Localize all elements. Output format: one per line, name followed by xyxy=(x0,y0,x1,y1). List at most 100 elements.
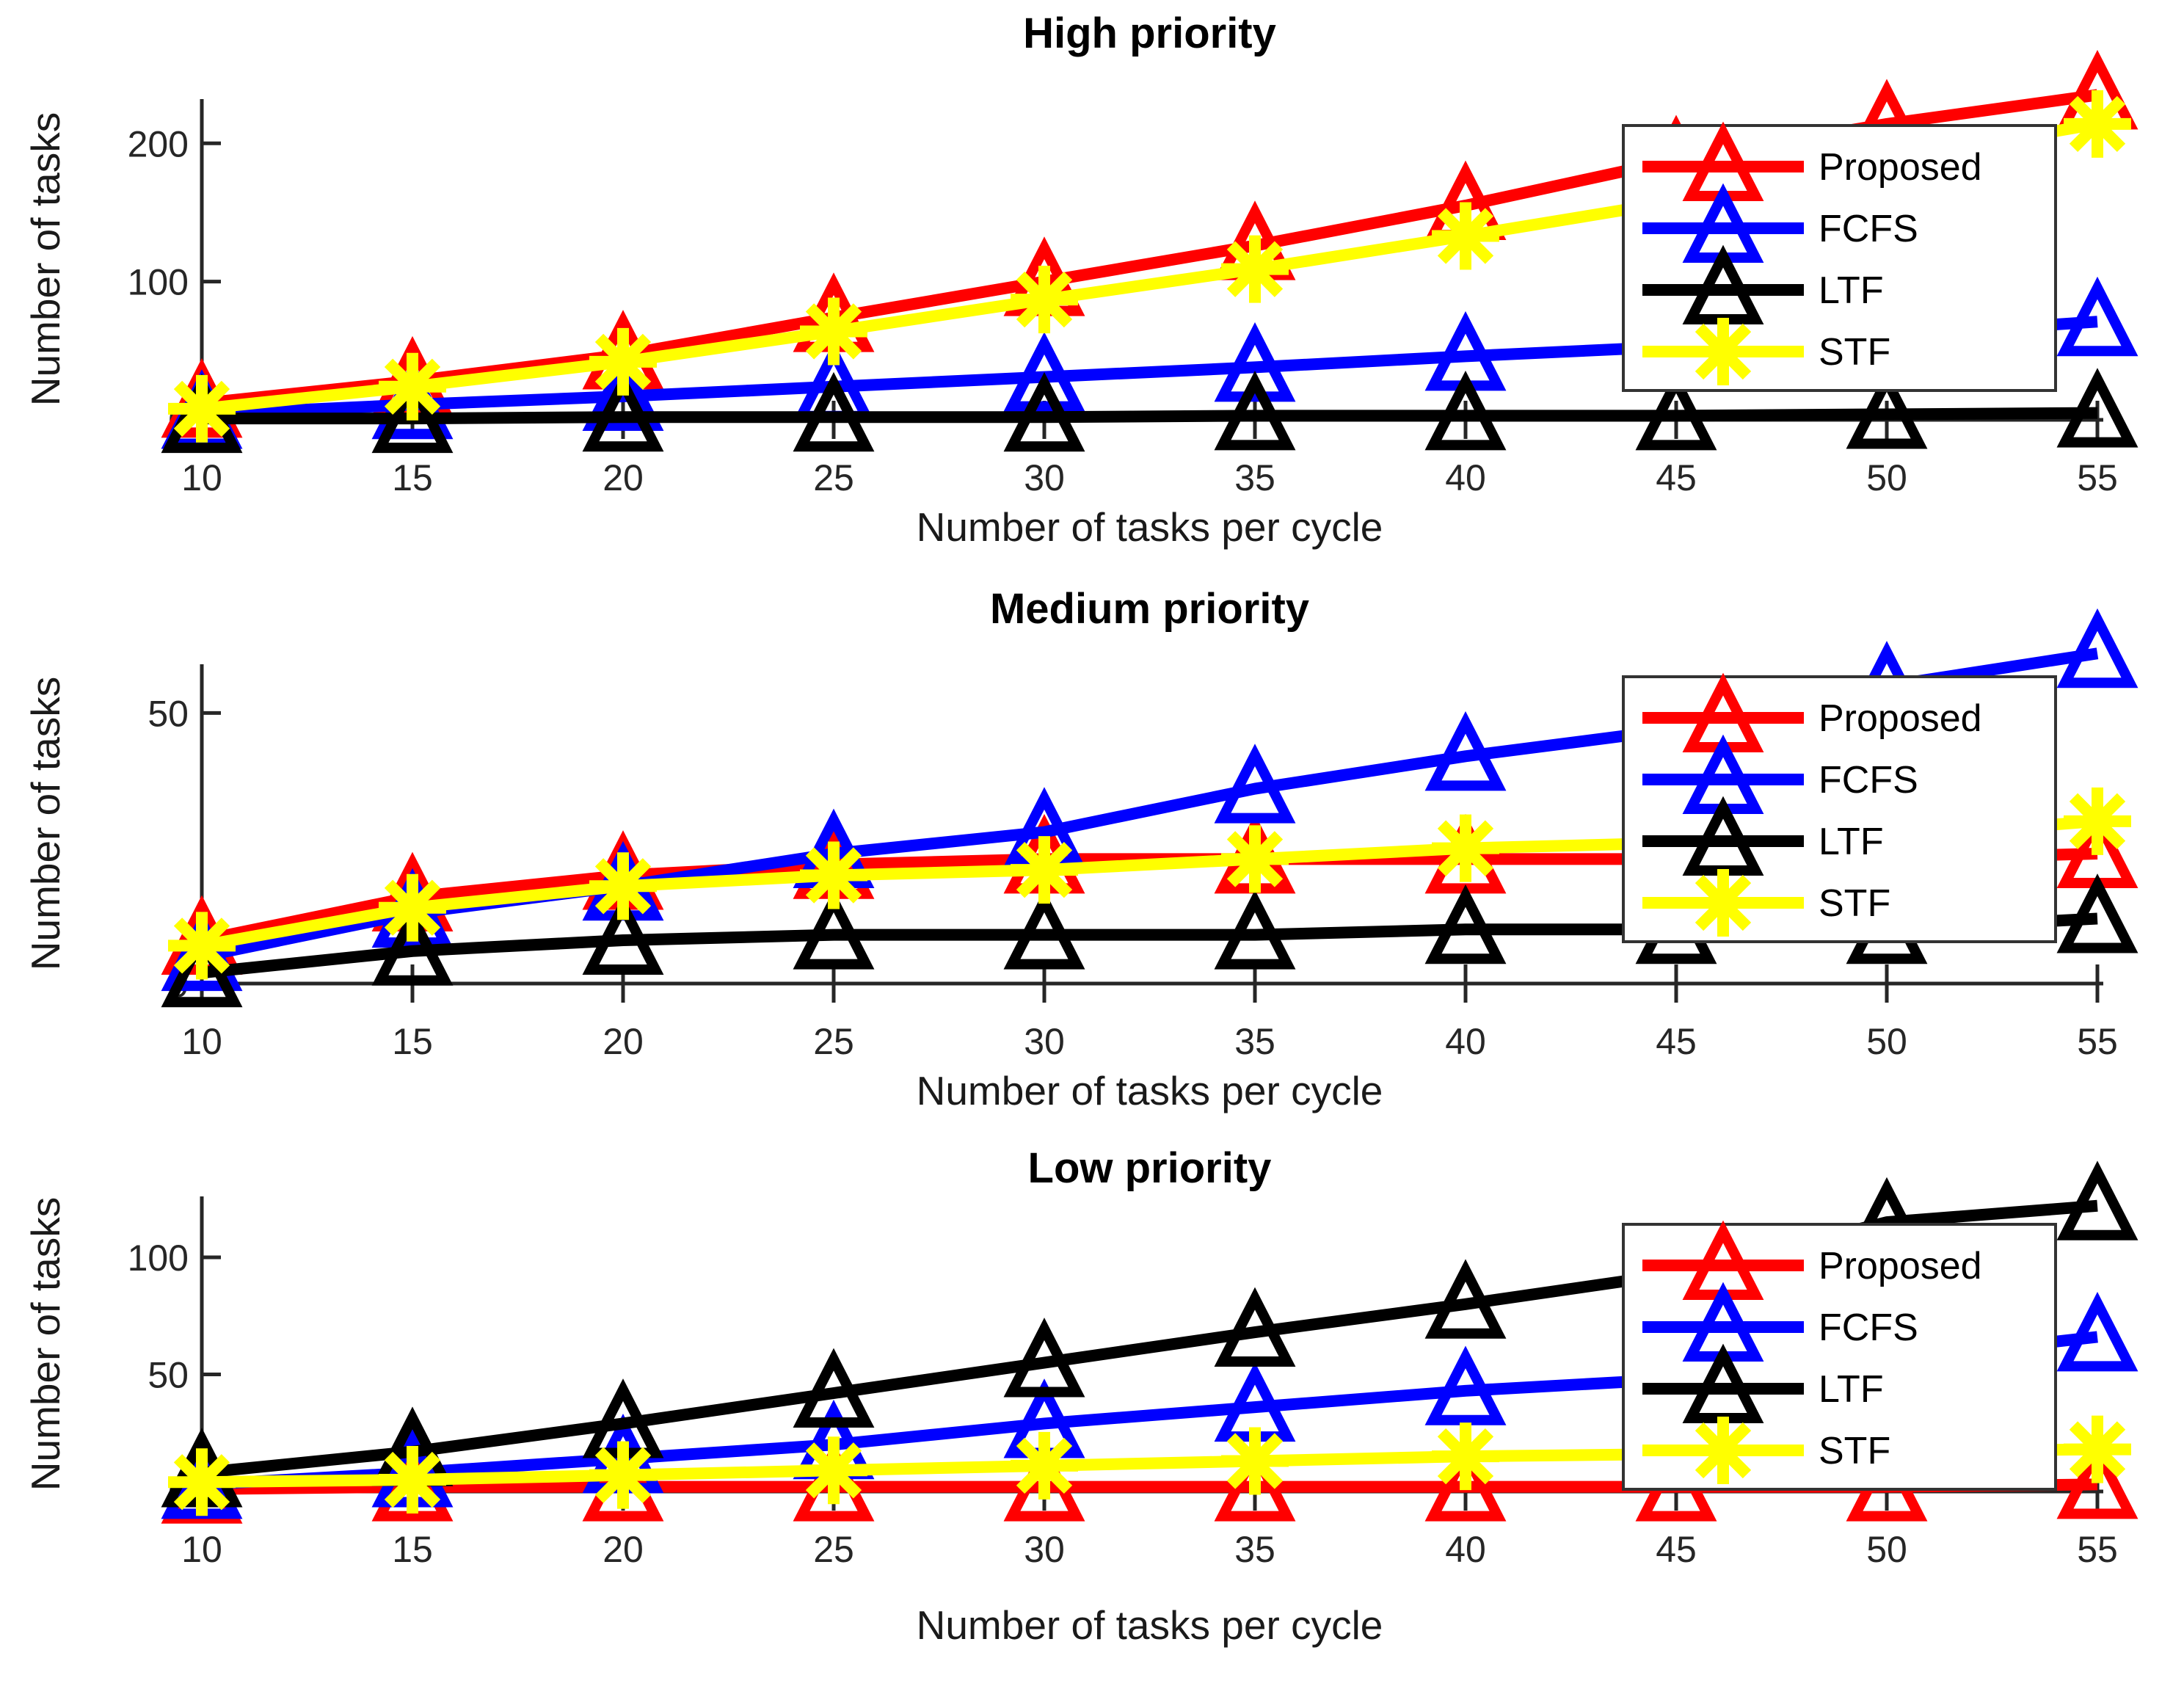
asterisk-marker-icon xyxy=(800,297,867,366)
triangle-up-marker-icon xyxy=(793,371,875,452)
asterisk-marker-icon xyxy=(800,841,867,909)
legend-item-fcfs: FCFS xyxy=(1642,1282,1918,1362)
x-tick-label: 50 xyxy=(1866,1021,1907,1062)
legend: Proposed FCFS LTF STF xyxy=(1622,121,2057,392)
subplot-1-xlabel: Number of tasks per cycle xyxy=(916,504,1383,550)
y-tick-label: 50 xyxy=(148,1354,189,1395)
legend-label: FCFS xyxy=(1819,1307,1918,1349)
legend-item-stf: STF xyxy=(1642,318,1890,385)
x-tick-label: 35 xyxy=(1234,1529,1275,1570)
triangle-up-marker-icon xyxy=(371,906,454,986)
x-tick-label: 10 xyxy=(181,457,222,498)
asterisk-marker-icon xyxy=(1011,266,1078,334)
x-tick-label: 45 xyxy=(1656,1021,1697,1062)
triangle-up-marker-icon xyxy=(2056,276,2138,357)
triangle-up-marker-icon xyxy=(1424,884,1507,964)
series-line-ltf xyxy=(202,407,2098,425)
series-markers-ltf xyxy=(161,368,2138,454)
asterisk-marker-icon xyxy=(589,852,657,920)
legend-label: Proposed xyxy=(1819,1245,1982,1287)
triangle-up-marker-icon xyxy=(793,1348,875,1428)
legend-asterisk-marker-icon xyxy=(1689,1417,1757,1484)
x-tick-label: 15 xyxy=(392,457,433,498)
legend-label: LTF xyxy=(1819,1368,1884,1411)
x-tick-label: 15 xyxy=(392,1021,433,1062)
triangle-up-marker-icon xyxy=(2056,368,2138,448)
legend-label: STF xyxy=(1819,1430,1890,1472)
asterisk-marker-icon xyxy=(1432,202,1499,270)
triangle-up-marker-icon xyxy=(1003,332,1085,412)
x-tick-label: 30 xyxy=(1024,1529,1065,1570)
legend-asterisk-marker-icon xyxy=(1689,869,1757,937)
asterisk-marker-icon xyxy=(1221,235,1289,303)
triangle-up-marker-icon xyxy=(2056,608,2138,688)
legend-item-fcfs: FCFS xyxy=(1642,183,1918,263)
x-tick-label: 45 xyxy=(1656,1529,1697,1570)
legend: Proposed FCFS LTF STF xyxy=(1622,1220,2057,1491)
asterisk-marker-icon xyxy=(2064,90,2131,158)
asterisk-marker-icon xyxy=(589,1441,657,1509)
asterisk-marker-icon xyxy=(379,1446,446,1514)
asterisk-marker-icon xyxy=(2064,1415,2131,1483)
legend-item-proposed: Proposed xyxy=(1642,121,1982,201)
subplot-1-ylabel: Number of tasks xyxy=(23,112,68,407)
x-tick-label: 10 xyxy=(181,1021,222,1062)
triangle-up-marker-icon xyxy=(1214,1287,1296,1367)
x-tick-label: 30 xyxy=(1024,457,1065,498)
triangle-up-marker-icon xyxy=(371,373,454,454)
triangle-up-marker-icon xyxy=(1635,370,1717,451)
triangle-up-marker-icon xyxy=(1214,370,1296,451)
x-tick-label: 35 xyxy=(1234,457,1275,498)
triangle-up-marker-icon xyxy=(582,371,664,452)
legend-item-fcfs: FCFS xyxy=(1642,734,1918,814)
triangle-up-marker-icon xyxy=(582,895,664,975)
x-tick-label: 50 xyxy=(1866,1529,1907,1570)
subplot-3-xlabel: Number of tasks per cycle xyxy=(916,1602,1383,1648)
x-tick-label: 15 xyxy=(392,1529,433,1570)
x-tick-label: 35 xyxy=(1234,1021,1275,1062)
asterisk-marker-icon xyxy=(1011,1431,1078,1500)
y-tick-label: 100 xyxy=(128,1238,189,1279)
x-tick-label: 55 xyxy=(2077,1529,2118,1570)
x-tick-label: 25 xyxy=(813,1021,854,1062)
triangle-up-marker-icon xyxy=(793,890,875,970)
legend-item-stf: STF xyxy=(1642,1417,1890,1484)
asterisk-marker-icon xyxy=(379,352,446,421)
x-tick-label: 20 xyxy=(603,1529,644,1570)
legend-label: STF xyxy=(1819,331,1890,374)
x-tick-label: 40 xyxy=(1445,1529,1486,1570)
triangle-up-marker-icon xyxy=(1003,890,1085,970)
x-tick-label: 10 xyxy=(181,1529,222,1570)
subplot-1-title: High priority xyxy=(1023,10,1276,57)
x-tick-label: 55 xyxy=(2077,1021,2118,1062)
y-tick-label: 200 xyxy=(128,123,189,164)
asterisk-marker-icon xyxy=(800,1436,867,1505)
asterisk-marker-icon xyxy=(1432,814,1499,882)
asterisk-marker-icon xyxy=(168,1448,236,1516)
asterisk-marker-icon xyxy=(1011,836,1078,904)
subplot-3-title: Low priority xyxy=(1027,1144,1272,1192)
asterisk-marker-icon xyxy=(1221,825,1289,893)
x-tick-label: 55 xyxy=(2077,457,2118,498)
triangle-up-marker-icon xyxy=(2056,1439,2138,1519)
legend-item-ltf: LTF xyxy=(1642,244,1884,324)
triangle-up-marker-icon xyxy=(2056,1292,2138,1372)
subplot-2-ylabel: Number of tasks xyxy=(23,676,68,971)
triangle-up-marker-icon xyxy=(1003,1318,1085,1398)
triangle-up-marker-icon xyxy=(2056,1160,2138,1240)
triangle-up-marker-icon xyxy=(1214,744,1296,824)
triangle-up-marker-icon xyxy=(1846,369,1928,449)
asterisk-marker-icon xyxy=(1432,1422,1499,1491)
y-tick-label: 100 xyxy=(128,262,189,303)
triangle-up-marker-icon xyxy=(1214,890,1296,970)
legend-label: FCFS xyxy=(1819,759,1918,802)
asterisk-marker-icon xyxy=(1221,1427,1289,1495)
legend-item-proposed: Proposed xyxy=(1642,1220,1982,1300)
x-tick-label: 40 xyxy=(1445,1021,1486,1062)
triangle-up-marker-icon xyxy=(1424,1345,1507,1425)
x-tick-label: 30 xyxy=(1024,1021,1065,1062)
triangle-up-marker-icon xyxy=(1424,711,1507,791)
